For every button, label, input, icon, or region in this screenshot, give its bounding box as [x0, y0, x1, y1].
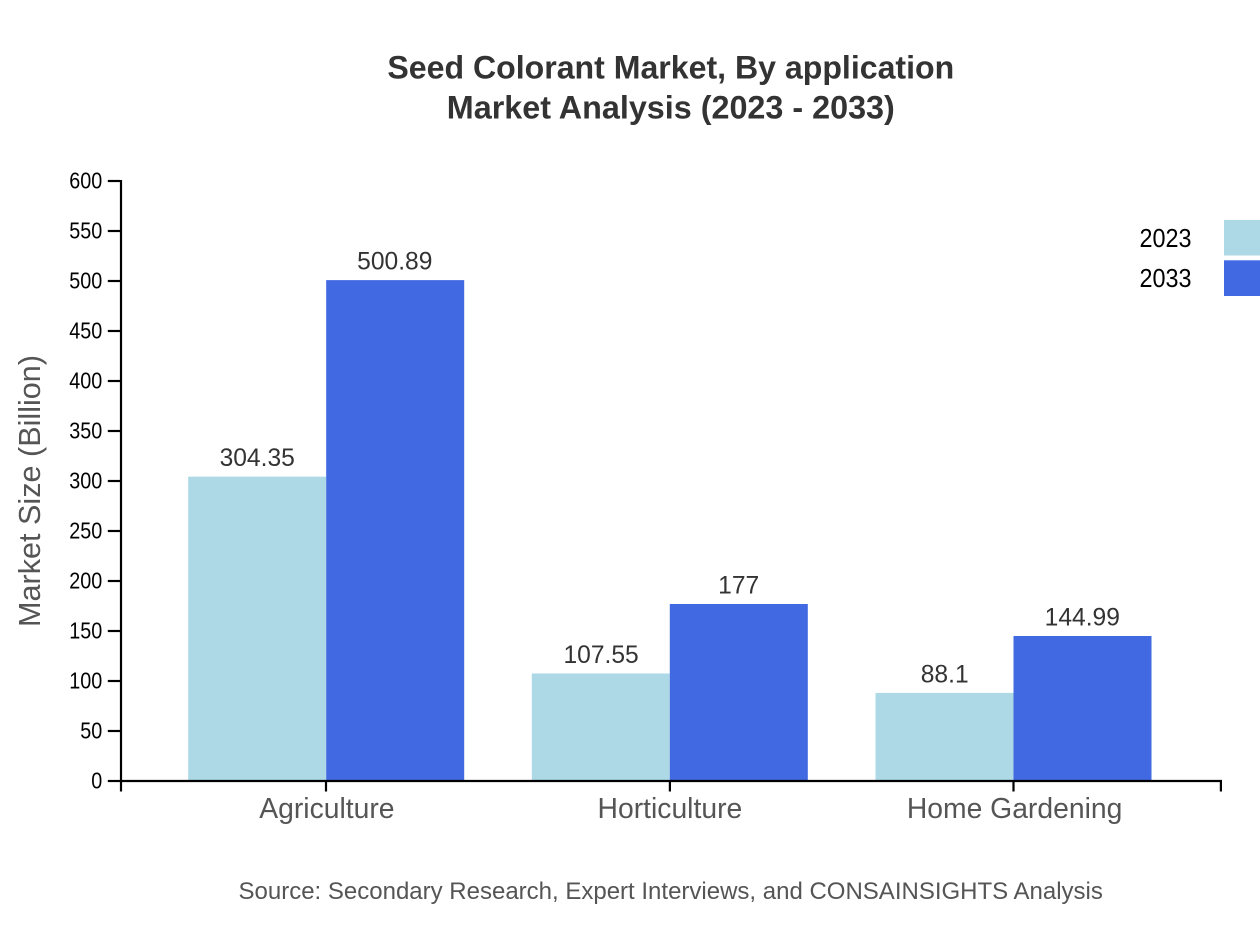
svg-text:450: 450 — [69, 317, 102, 343]
svg-text:304.35: 304.35 — [220, 445, 295, 472]
svg-text:550: 550 — [69, 217, 102, 243]
svg-text:250: 250 — [69, 517, 102, 543]
svg-text:400: 400 — [69, 367, 102, 393]
svg-text:Market Analysis (2023 - 2033): Market Analysis (2023 - 2033) — [447, 90, 895, 126]
svg-text:107.55: 107.55 — [563, 642, 638, 669]
svg-text:500.89: 500.89 — [357, 249, 432, 276]
svg-text:2023: 2023 — [1140, 225, 1192, 253]
svg-text:200: 200 — [69, 567, 102, 593]
svg-text:Market Size (Billion): Market Size (Billion) — [13, 355, 47, 627]
svg-text:144.99: 144.99 — [1045, 604, 1120, 631]
svg-text:Home Gardening: Home Gardening — [907, 792, 1123, 824]
svg-text:350: 350 — [69, 417, 102, 443]
svg-text:600: 600 — [69, 167, 102, 193]
svg-text:177: 177 — [718, 572, 759, 599]
svg-text:Agriculture: Agriculture — [259, 792, 394, 824]
svg-text:2033: 2033 — [1140, 265, 1192, 293]
svg-text:Source: Secondary Research, Ex: Source: Secondary Research, Expert Inter… — [239, 878, 1103, 905]
svg-text:100: 100 — [69, 667, 102, 693]
svg-text:500: 500 — [69, 267, 102, 293]
svg-text:50: 50 — [80, 717, 102, 743]
svg-text:Horticulture: Horticulture — [598, 792, 743, 824]
svg-text:88.1: 88.1 — [921, 661, 969, 688]
svg-text:300: 300 — [69, 467, 102, 493]
svg-text:150: 150 — [69, 617, 102, 643]
svg-text:Seed Colorant Market, By appli: Seed Colorant Market, By application — [387, 50, 954, 86]
svg-text:0: 0 — [91, 767, 102, 793]
